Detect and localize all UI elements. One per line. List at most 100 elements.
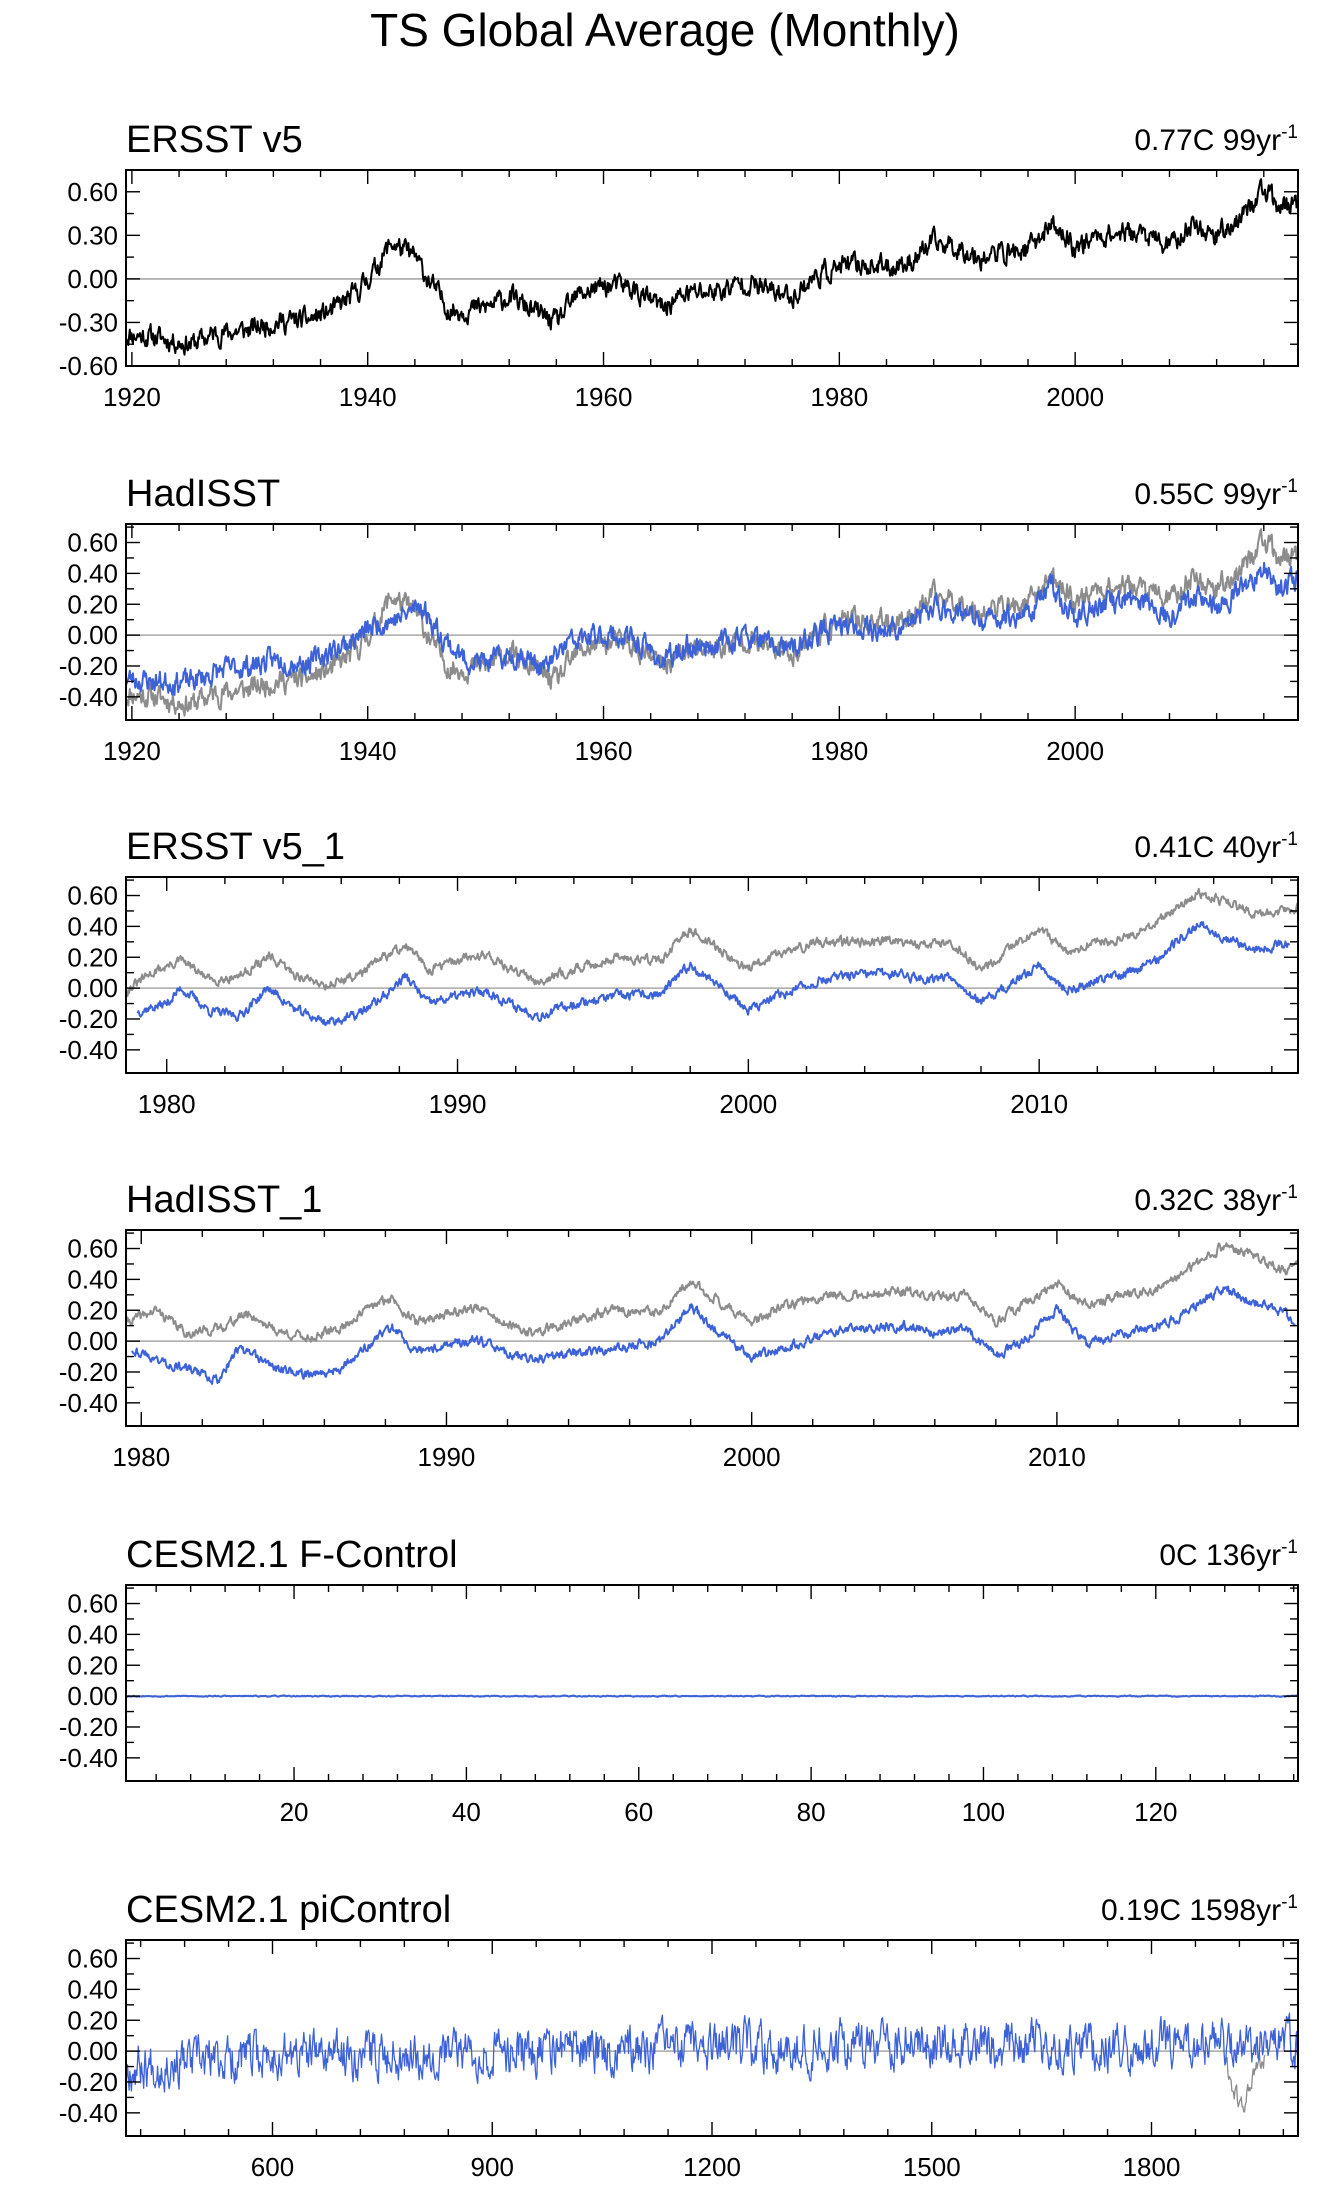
x-tick-label: 1940 bbox=[339, 736, 397, 766]
x-tick-label: 1920 bbox=[103, 382, 161, 412]
panel-title: HadISST_1 bbox=[126, 1179, 322, 1221]
y-tick-label: 0.00 bbox=[67, 973, 118, 1003]
panel-4: HadISST_1 0.32C 38yr-1-0.40-0.200.000.200… bbox=[59, 1179, 1299, 1472]
x-tick-label: 1980 bbox=[138, 1089, 196, 1119]
x-tick-label: 60 bbox=[624, 1797, 653, 1827]
x-tick-label: 1990 bbox=[418, 1442, 476, 1472]
y-tick-label: 0.20 bbox=[67, 1650, 118, 1680]
panel-title: CESM2.1 piControl bbox=[126, 1889, 451, 1931]
y-tick-label: 0.00 bbox=[67, 264, 118, 294]
y-tick-label: 0.60 bbox=[67, 881, 118, 911]
x-tick-label: 1980 bbox=[810, 736, 868, 766]
y-tick-label: -0.40 bbox=[59, 2098, 118, 2128]
plot-frame bbox=[125, 876, 1299, 1074]
plot-frame bbox=[125, 1229, 1299, 1427]
panel-title: HadISST bbox=[126, 473, 280, 515]
y-tick-label: -0.40 bbox=[59, 682, 118, 712]
series-line-2 bbox=[136, 921, 1291, 1027]
x-tick-label: 1990 bbox=[429, 1089, 487, 1119]
x-tick-label: 600 bbox=[251, 2152, 294, 2182]
y-tick-label: -0.20 bbox=[59, 1004, 118, 1034]
panel-2: HadISST 0.55C 99yr-1 -0.40-0.200.000.200.4… bbox=[59, 473, 1299, 766]
y-tick-label: 0.40 bbox=[67, 558, 118, 588]
x-tick-label: 2000 bbox=[719, 1089, 777, 1119]
y-tick-label: -0.20 bbox=[59, 1357, 118, 1387]
trend-label: 0.32C 38yr-1 bbox=[1134, 1182, 1298, 1217]
x-tick-label: 80 bbox=[797, 1797, 826, 1827]
y-tick-label: -0.40 bbox=[59, 1388, 118, 1418]
x-tick-label: 1960 bbox=[575, 736, 633, 766]
series-line-1 bbox=[126, 1694, 1298, 1698]
x-tick-label: 2000 bbox=[723, 1442, 781, 1472]
x-tick-label: 40 bbox=[452, 1797, 481, 1827]
panel-5: CESM2.1 F-Control 0C 136yr-1 -0.40-0.200.0… bbox=[59, 1534, 1299, 1827]
trend-label: 0C 136yr-1 bbox=[1159, 1537, 1298, 1572]
plot-frame bbox=[125, 169, 1299, 367]
figure-title: TS Global Average (Monthly) bbox=[370, 4, 960, 56]
y-tick-label: 0.00 bbox=[67, 1681, 118, 1711]
panel-title: ERSST v5_1 bbox=[126, 826, 345, 868]
x-tick-label: 100 bbox=[962, 1797, 1005, 1827]
x-tick-label: 900 bbox=[471, 2152, 514, 2182]
panels: ERSST v5 0.77C 99yr-1 -0.60 -0.30 0.00 0.30 0.… bbox=[59, 119, 1299, 2182]
plot-frame bbox=[125, 523, 1299, 721]
x-tick-label: 1940 bbox=[339, 382, 397, 412]
panel-3: ERSST v5_1 0.41C 40yr-1 -0.40-0.200.000.20… bbox=[59, 826, 1299, 1119]
y-tick-label: -0.40 bbox=[59, 1743, 118, 1773]
panel-title: ERSST v5 bbox=[126, 119, 303, 161]
plot-frame bbox=[125, 1584, 1299, 1782]
y-tick-label: 0.00 bbox=[67, 620, 118, 650]
panel-6: CESM2.1 piControl 0.19C 1598yr-1 -0.40-0.2… bbox=[59, 1889, 1299, 2182]
x-tick-label: 2010 bbox=[1010, 1089, 1068, 1119]
y-tick-label: 0.40 bbox=[67, 1974, 118, 2004]
y-tick-label: -0.20 bbox=[59, 1712, 118, 1742]
x-tick-label: 2000 bbox=[1046, 736, 1104, 766]
x-tick-label: 1500 bbox=[903, 2152, 961, 2182]
y-tick-label: -0.20 bbox=[59, 2067, 118, 2097]
y-tick-label: 0.60 bbox=[67, 177, 118, 207]
y-tick-label: 0.60 bbox=[67, 528, 118, 558]
y-tick-label: -0.20 bbox=[59, 651, 118, 681]
series-line-2 bbox=[126, 561, 1298, 696]
y-tick-label: 0.40 bbox=[67, 1264, 118, 1294]
y-tick-label: 0.60 bbox=[67, 1234, 118, 1264]
series-line-1 bbox=[1224, 2054, 1266, 2113]
series-line-2 bbox=[131, 1285, 1296, 1385]
y-tick-label: -0.40 bbox=[59, 1035, 118, 1065]
series-line-1 bbox=[126, 528, 1298, 717]
x-tick-label: 2010 bbox=[1028, 1442, 1086, 1472]
x-tick-label: 1980 bbox=[112, 1442, 170, 1472]
x-tick-label: 1800 bbox=[1123, 2152, 1181, 2182]
y-tick-label: 0.40 bbox=[67, 911, 118, 941]
x-tick-label: 1960 bbox=[575, 382, 633, 412]
trend-label: 0.19C 1598yr-1 bbox=[1101, 1892, 1298, 1927]
series-line-1 bbox=[126, 1242, 1298, 1343]
x-tick-label: 1980 bbox=[810, 382, 868, 412]
series-line-1 bbox=[126, 887, 1298, 997]
trend-label: 0.77C 99yr-1 bbox=[1134, 122, 1298, 157]
y-tick-label: 0.20 bbox=[67, 942, 118, 972]
y-tick-label: -0.60 bbox=[59, 351, 118, 381]
y-tick-label: 0.20 bbox=[67, 589, 118, 619]
y-tick-label: 0.60 bbox=[67, 1589, 118, 1619]
y-tick-label: 0.20 bbox=[67, 2005, 118, 2035]
y-tick-label: 0.60 bbox=[67, 1944, 118, 1974]
series-line-2 bbox=[126, 2012, 1298, 2093]
x-tick-label: 1920 bbox=[103, 736, 161, 766]
trend-label: 0.55C 99yr-1 bbox=[1134, 476, 1298, 511]
panel-title: CESM2.1 F-Control bbox=[126, 1534, 458, 1576]
y-tick-label: -0.30 bbox=[59, 307, 118, 337]
y-tick-label: 0.00 bbox=[67, 2036, 118, 2066]
x-tick-label: 20 bbox=[280, 1797, 309, 1827]
plot-frame bbox=[125, 1939, 1299, 2137]
x-tick-label: 1200 bbox=[683, 2152, 741, 2182]
y-tick-label: 0.30 bbox=[67, 220, 118, 250]
series-line-1 bbox=[126, 178, 1298, 356]
y-tick-label: 0.40 bbox=[67, 1619, 118, 1649]
trend-label: 0.41C 40yr-1 bbox=[1134, 829, 1298, 864]
y-tick-label: 0.20 bbox=[67, 1295, 118, 1325]
x-tick-label: 120 bbox=[1134, 1797, 1177, 1827]
panel-1: ERSST v5 0.77C 99yr-1 -0.60 -0.30 0.00 0.30 0.… bbox=[59, 119, 1299, 412]
x-tick-label: 2000 bbox=[1046, 382, 1104, 412]
